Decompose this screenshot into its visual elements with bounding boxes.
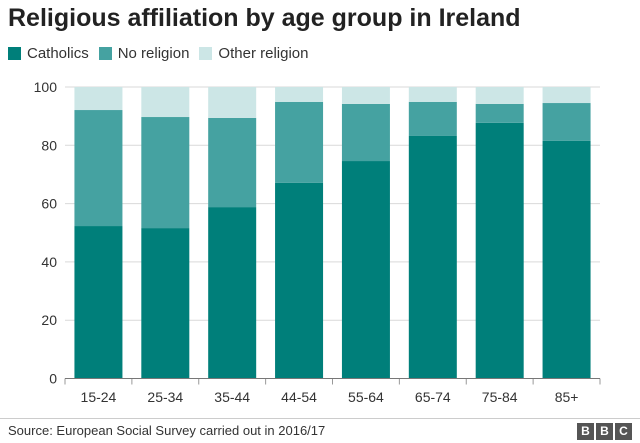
bar-other-religion [408, 87, 457, 102]
bar-catholics [275, 182, 324, 379]
bar-other-religion [475, 87, 524, 104]
y-tick-label: 40 [41, 254, 57, 270]
bar-other-religion [542, 87, 591, 104]
bar-no-religion [141, 117, 190, 229]
bar-no-religion [408, 101, 457, 136]
chart-title: Religious affiliation by age group in Ir… [8, 4, 521, 32]
bar-no-religion [475, 103, 524, 123]
y-tick-label: 20 [41, 312, 57, 328]
y-tick-label: 80 [41, 137, 57, 153]
legend-label: Other religion [218, 45, 309, 62]
x-tick-label: 44-54 [281, 389, 317, 405]
x-tick-label: 55-64 [348, 389, 384, 405]
legend-swatch [199, 47, 213, 60]
y-tick-label: 60 [41, 196, 57, 212]
bar-other-religion [275, 87, 324, 102]
bar-catholics [341, 161, 390, 379]
legend-label: Catholics [27, 45, 89, 62]
legend-item-other-religion: Other religion [199, 45, 308, 62]
x-tick-label: 35-44 [214, 389, 250, 405]
y-tick-label: 100 [34, 79, 58, 95]
bar-catholics [74, 226, 123, 379]
legend-swatch [98, 47, 112, 60]
legend: Catholics No religion Other religion [8, 45, 308, 62]
bar-other-religion [341, 87, 390, 104]
plot-area: 0 20 40 60 80 100 15-24 25-34 35-44 44-54 55-64 65-… [34, 79, 601, 405]
bar-catholics [475, 122, 524, 379]
x-tick-label: 25-34 [147, 389, 183, 405]
bar-no-religion [542, 103, 591, 141]
legend-item-no-religion: No religion [98, 45, 190, 62]
bar-other-religion [208, 87, 257, 118]
source-note: Source: European Social Survey carried o… [8, 423, 326, 438]
bar-no-religion [275, 101, 324, 183]
bar-catholics [208, 207, 257, 379]
x-tick-label: 85+ [555, 389, 579, 405]
bar-catholics [141, 228, 190, 379]
x-tick-label: 15-24 [81, 389, 117, 405]
bar-no-religion [74, 110, 123, 227]
footer: Source: European Social Survey carried o… [0, 418, 640, 440]
bar-catholics [542, 140, 591, 379]
x-tick-label: 75-84 [482, 389, 518, 405]
bar-no-religion [208, 117, 257, 208]
bar-other-religion [141, 87, 190, 118]
legend-item-catholics: Catholics [8, 45, 89, 62]
bar-no-religion [341, 103, 390, 162]
bar-catholics [408, 135, 457, 379]
legend-swatch [8, 47, 21, 60]
bar-other-religion [74, 87, 123, 111]
y-tick-label: 0 [49, 371, 57, 387]
legend-label: No religion [117, 45, 190, 62]
x-tick-label: 65-74 [415, 389, 451, 405]
